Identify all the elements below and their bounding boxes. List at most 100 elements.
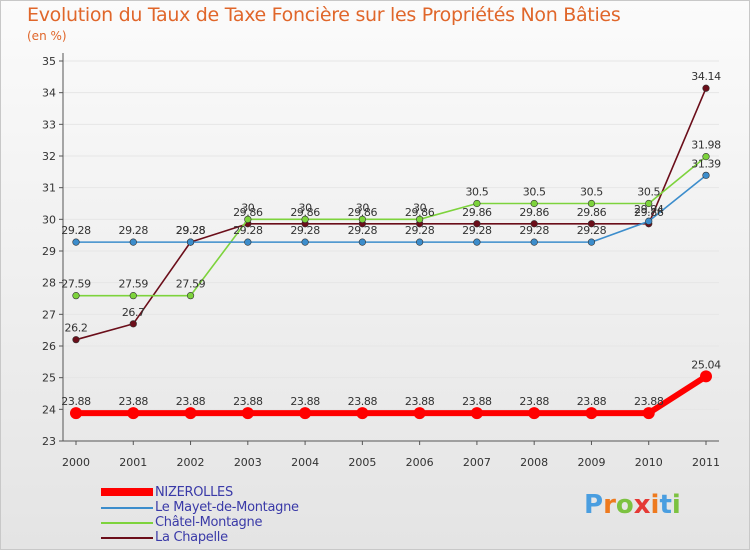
x-tick-label: 2001 [119,456,147,469]
data-label-le-mayet-de-montagne: 31.39 [691,157,721,170]
x-tick-label: 2006 [406,456,434,469]
legend-swatch-le-mayet-de-montagne [101,507,153,509]
data-label-le-mayet-de-montagne: 29.28 [61,224,91,237]
data-point-chatel-montagne [587,199,596,208]
data-point-chatel-montagne [473,199,481,208]
data-label-nizerolles: 23.88 [462,395,492,408]
proxiti-logo: Proxiti [584,490,681,520]
data-label-nizerolles: 23.88 [290,395,320,408]
legend-item-la-chapelle[interactable]: La Chapelle [101,530,361,545]
data-label-le-mayet-de-montagne: 29.28 [462,224,492,237]
data-point-chatel-montagne [129,292,137,300]
data-point-le-mayet-de-montagne [186,238,195,246]
legend-item-le-mayet-de-montagne[interactable]: Le Mayet-de-Montagne [101,500,361,515]
data-label-chatel-montagne: 30 [298,201,312,214]
x-tick-label: 2000 [62,456,90,469]
data-label-chatel-montagne: 27.59 [61,278,91,291]
series-line-le-mayet-de-montagne [76,174,707,243]
x-tick-label: 2003 [234,456,262,469]
data-label-chatel-montagne: 27.59 [176,278,206,291]
data-point-nizerolles [470,407,483,420]
data-label-chatel-montagne: 31.98 [691,139,721,152]
y-tick-label: 24 [42,403,56,416]
data-label-la-chapelle: 29.86 [519,206,549,219]
data-label-le-mayet-de-montagne: 29.28 [348,224,378,237]
legend-label: Châtel-Montagne [155,515,263,530]
data-point-chatel-montagne [358,215,366,223]
data-point-chatel-montagne [530,199,538,208]
x-tick-label: 2002 [177,456,205,469]
x-tick-label: 2005 [348,456,376,469]
y-tick-label: 25 [42,372,56,385]
data-point-nizerolles [642,407,655,420]
data-label-le-mayet-de-montagne: 29.28 [290,224,320,237]
y-tick-label: 33 [42,118,56,131]
data-point-nizerolles [70,407,82,420]
data-point-nizerolles [241,407,254,420]
legend-swatch-chatel-montagne [101,522,153,524]
data-point-le-mayet-de-montagne [301,238,309,246]
legend-swatch-la-chapelle [101,537,153,539]
data-point-la-chapelle [72,336,80,344]
x-tick-label: 2004 [291,456,319,469]
data-label-le-mayet-de-montagne: 29.28 [176,224,206,237]
data-point-le-mayet-de-montagne [72,238,80,246]
data-point-la-chapelle [129,320,137,328]
data-label-la-chapelle: 29.86 [348,206,378,219]
data-label-la-chapelle: 29.86 [233,206,263,219]
data-label-chatel-montagne: 30 [413,201,427,214]
data-label-le-mayet-de-montagne: 29.28 [233,224,263,237]
logo-letter: x [633,490,651,520]
legend-item-chatel-montagne[interactable]: Châtel-Montagne [101,515,361,530]
y-tick-label: 31 [42,182,56,195]
data-label-la-chapelle: 26.2 [65,322,88,335]
chart-title: Evolution du Taux de Taxe Foncière sur l… [27,4,621,26]
data-point-la-chapelle [587,220,596,228]
series-line-chatel-montagne [76,156,707,297]
data-point-chatel-montagne [645,199,653,208]
data-label-chatel-montagne: 30.5 [523,186,546,199]
data-point-le-mayet-de-montagne [416,238,424,246]
y-tick-label: 35 [42,55,56,68]
series-line-nizerolles [76,373,708,417]
data-label-chatel-montagne: 30.5 [637,186,660,199]
data-label-chatel-montagne: 30.5 [465,186,488,199]
data-point-nizerolles [127,407,140,420]
data-label-la-chapelle: 29.86 [405,206,435,219]
data-point-le-mayet-de-montagne [244,238,252,246]
data-label-la-chapelle: 29.86 [290,206,320,219]
data-label-chatel-montagne: 30.5 [580,186,603,199]
data-point-chatel-montagne [416,215,424,223]
y-tick-label: 28 [42,277,56,290]
data-label-la-chapelle: 29.86 [462,206,492,219]
x-tick-label: 2011 [692,456,720,469]
legend-item-nizerolles[interactable]: NIZEROLLES [101,485,361,500]
y-tick-label: 32 [42,150,56,163]
data-point-chatel-montagne [702,153,710,161]
data-point-chatel-montagne [186,292,195,300]
data-label-nizerolles: 23.88 [577,395,607,408]
data-label-nizerolles: 23.88 [348,395,378,408]
data-point-chatel-montagne [72,292,80,300]
data-point-nizerolles [299,407,312,420]
data-point-la-chapelle [530,220,538,228]
data-label-nizerolles: 23.88 [119,395,149,408]
x-tick-label: 2009 [577,456,605,469]
data-point-nizerolles [700,370,712,383]
data-point-nizerolles [184,407,197,420]
data-point-nizerolles [356,407,369,420]
data-label-nizerolles: 23.88 [176,395,206,408]
data-label-le-mayet-de-montagne: 29.28 [577,224,607,237]
data-label-chatel-montagne: 30 [356,201,370,214]
data-label-nizerolles: 23.88 [233,395,263,408]
logo-letter: r [603,490,616,520]
x-tick-label: 2008 [520,456,548,469]
data-label-le-mayet-de-montagne: 29.28 [405,224,435,237]
y-unit-label: (en %) [27,29,67,43]
legend-label: La Chapelle [155,530,228,545]
data-point-nizerolles [585,407,598,420]
data-label-nizerolles: 23.88 [405,395,435,408]
data-point-le-mayet-de-montagne [473,238,481,246]
data-label-chatel-montagne: 27.59 [119,278,149,291]
